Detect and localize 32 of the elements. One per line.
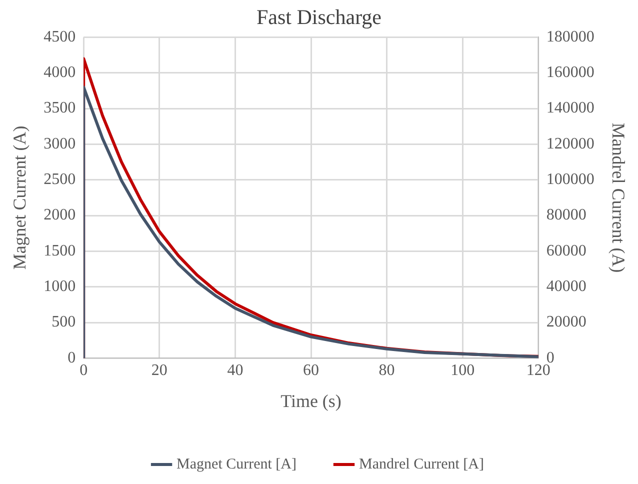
y-tick-label: 3000: [44, 135, 76, 152]
y-axis-title: Magnet Current (A): [10, 126, 30, 270]
x-tick-label: 100: [450, 362, 475, 380]
x-tick-label: 80: [378, 362, 395, 380]
y2-tick-label: 120000: [546, 135, 594, 152]
y-tick-label: 3500: [44, 100, 76, 117]
y-tick-label: 4500: [44, 28, 76, 46]
x-axis-title: Time (s): [280, 390, 342, 411]
y2-tick-label: 80000: [546, 206, 586, 224]
x-tick-label: 20: [151, 362, 168, 380]
y2-tick-label: 60000: [546, 242, 586, 260]
y2-tick-label: 40000: [546, 278, 586, 296]
y-tick-label: 500: [52, 314, 76, 331]
y-tick-label: 1500: [44, 242, 76, 260]
y2-tick-label: 160000: [546, 64, 594, 82]
x-tick-label: 120: [526, 362, 550, 380]
y2-tick-label: 100000: [546, 171, 594, 188]
x-tick-label: 0: [80, 362, 88, 380]
y2-tick-label: 140000: [546, 100, 594, 117]
y-tick-label: 2500: [44, 171, 76, 188]
chart-title: Fast Discharge: [256, 5, 382, 30]
legend-label: Magnet Current [A]: [176, 456, 297, 472]
y-tick-label: 0: [68, 349, 76, 366]
x-tick-label: 40: [227, 362, 244, 380]
x-tick-label: 60: [303, 362, 319, 380]
y2-tick-label: 180000: [546, 28, 594, 46]
y-tick-label: 4000: [44, 64, 76, 82]
legend-label: Mandrel Current [A]: [359, 456, 484, 472]
y2-tick-label: 20000: [546, 314, 586, 331]
y2-axis-title: Mandrel Current (A): [608, 122, 628, 273]
y-tick-label: 2000: [44, 206, 76, 224]
y-tick-label: 1000: [44, 278, 76, 296]
